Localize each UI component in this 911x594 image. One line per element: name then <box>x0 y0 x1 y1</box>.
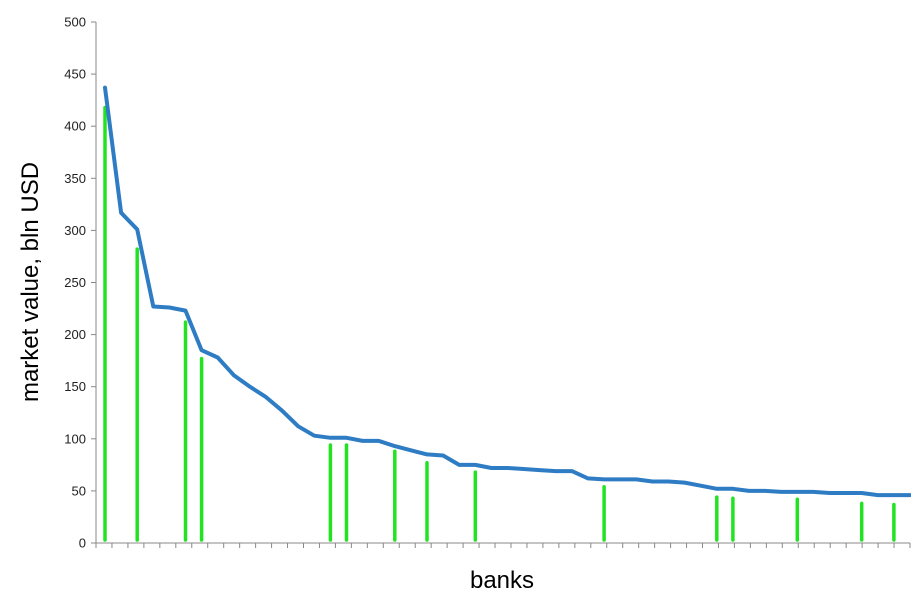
x-axis-ticks <box>95 543 911 548</box>
y-tick-label: 50 <box>72 483 86 498</box>
y-tick-label: 250 <box>64 275 86 290</box>
blue-line-series <box>103 85 911 498</box>
green-bar-series <box>103 105 896 542</box>
y-tick-label: 400 <box>64 119 86 134</box>
y-tick-label: 0 <box>79 536 86 551</box>
series-line <box>103 85 911 498</box>
y-axis-ticks: 0 50 100 150 200 250 300 350 400 450 500 <box>64 15 96 551</box>
y-tick-label: 150 <box>64 379 86 394</box>
x-axis-title: banks <box>470 567 534 594</box>
y-tick-label: 350 <box>64 171 86 186</box>
y-tick-label: 100 <box>64 431 86 446</box>
y-tick-label: 500 <box>64 15 86 30</box>
y-tick-label: 200 <box>64 327 86 342</box>
y-tick-label: 450 <box>64 67 86 82</box>
y-tick-label: 300 <box>64 223 86 238</box>
y-axis-title: market value, bln USD <box>17 162 44 402</box>
